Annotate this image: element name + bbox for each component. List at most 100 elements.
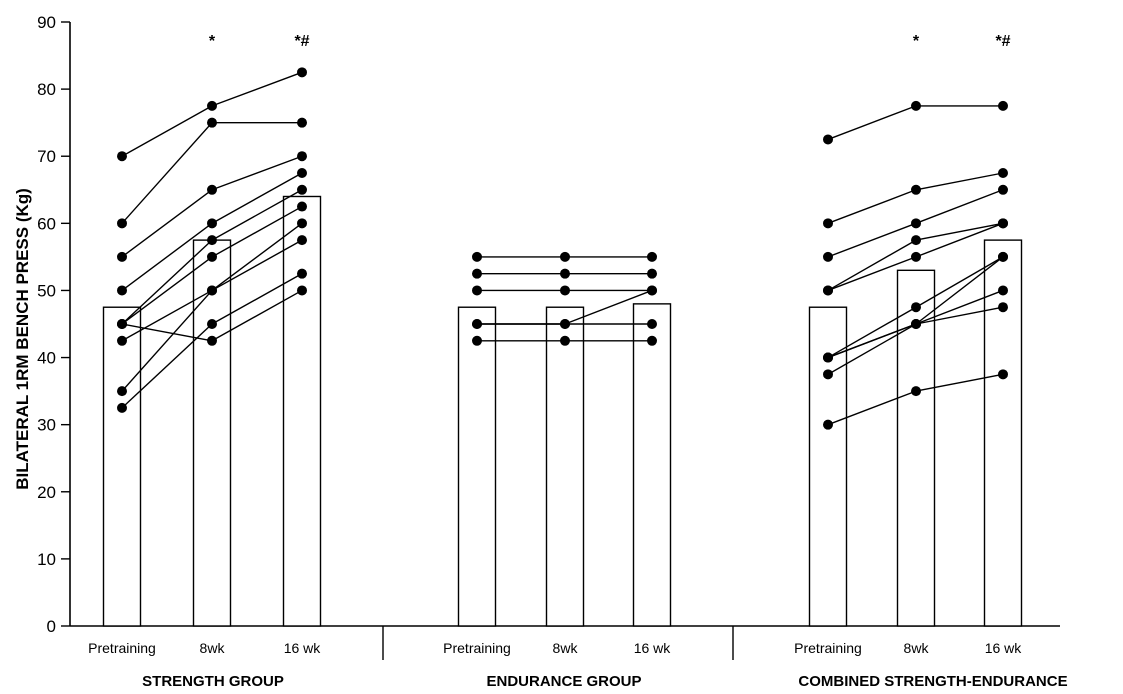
subject-point — [207, 235, 217, 246]
subject-point — [823, 369, 833, 380]
subject-line — [915, 373, 1004, 392]
subject-point — [472, 251, 482, 262]
significance-marker: * — [913, 33, 920, 50]
subject-point — [117, 402, 127, 413]
subject-point — [560, 319, 570, 329]
significance-marker: *# — [294, 33, 309, 50]
timepoint-label: 16 wk — [634, 640, 672, 656]
subject-line — [121, 289, 213, 392]
subject-line — [827, 239, 917, 292]
subject-line — [827, 306, 917, 359]
subject-point — [998, 251, 1008, 262]
subject-point — [998, 184, 1008, 195]
subject-line — [827, 323, 917, 359]
timepoint-label: 8wk — [904, 640, 930, 656]
subject-point — [647, 251, 657, 262]
timepoint-label: Pretraining — [443, 640, 511, 656]
subject-point — [297, 151, 307, 162]
group-label: STRENGTH GROUP — [142, 673, 284, 690]
subject-point — [117, 218, 127, 229]
subject-point — [911, 251, 921, 262]
subject-point — [207, 218, 217, 229]
subject-point — [911, 302, 921, 313]
subject-point — [472, 319, 482, 329]
subject-point — [823, 218, 833, 229]
subject-point — [998, 369, 1008, 380]
subject-line — [211, 239, 303, 292]
subject-point — [911, 235, 921, 246]
subject-points — [117, 67, 1008, 430]
subject-point — [823, 251, 833, 262]
timepoint-label: 8wk — [200, 640, 226, 656]
subject-point — [297, 201, 307, 212]
subject-line — [564, 289, 653, 325]
subject-point — [117, 251, 127, 262]
timepoint-label: 8wk — [553, 640, 579, 656]
subject-line — [915, 222, 1004, 241]
timepoint-label: Pretraining — [794, 640, 862, 656]
subject-point — [911, 184, 921, 195]
subject-point — [207, 285, 217, 296]
group-label: ENDURANCE GROUP — [486, 673, 641, 690]
subject-point — [911, 218, 921, 229]
subject-point — [117, 285, 127, 296]
mean-bar — [632, 303, 672, 627]
subject-line — [121, 289, 213, 342]
subject-line — [211, 205, 303, 258]
subject-point — [207, 117, 217, 128]
subject-line — [915, 222, 1004, 258]
mean-bar — [282, 195, 322, 627]
subject-line — [211, 289, 303, 342]
subject-line — [915, 289, 1004, 325]
y-tick-label: 40 — [37, 349, 56, 368]
subject-point — [560, 285, 570, 296]
subject-line — [915, 256, 1004, 325]
subject-line — [915, 172, 1004, 191]
subject-point — [823, 352, 833, 363]
subject-line — [121, 323, 213, 342]
subject-line — [915, 189, 1004, 224]
timepoint-label: 16 wk — [985, 640, 1023, 656]
subject-line — [827, 256, 917, 292]
subject-point — [117, 335, 127, 346]
y-tick-label: 30 — [37, 416, 56, 435]
subject-point — [207, 319, 217, 329]
mean-bar — [102, 306, 142, 627]
subject-point — [998, 168, 1008, 178]
subject-point — [911, 386, 921, 397]
subject-line — [827, 390, 917, 426]
subject-line — [121, 222, 213, 292]
subject-line — [827, 105, 917, 141]
subject-point — [207, 184, 217, 195]
axes: 0 10 20 30 40 50 60 70 80 90 — [37, 13, 1060, 660]
subject-point — [823, 134, 833, 145]
mean-bar — [896, 269, 936, 627]
subject-point — [472, 285, 482, 296]
subject-point — [297, 168, 307, 178]
y-axis-label: BILATERAL 1RM BENCH PRESS (Kg) — [13, 188, 32, 490]
subject-point — [647, 319, 657, 329]
subject-point — [297, 218, 307, 229]
subject-point — [297, 184, 307, 195]
subject-point — [207, 100, 217, 111]
subject-line — [915, 306, 1004, 325]
timepoint-label: 16 wk — [284, 640, 322, 656]
subject-line — [827, 189, 917, 224]
y-tick-label: 10 — [37, 550, 56, 569]
y-tick-label: 0 — [47, 617, 56, 636]
significance-marker: *# — [995, 33, 1010, 50]
subject-point — [647, 268, 657, 279]
subject-point — [297, 285, 307, 296]
subject-line — [211, 71, 303, 107]
subject-line — [211, 222, 303, 292]
subject-point — [998, 218, 1008, 229]
subject-point — [117, 151, 127, 162]
subject-lines — [121, 71, 1004, 426]
subject-point — [207, 335, 217, 346]
subject-point — [823, 419, 833, 430]
subject-point — [297, 268, 307, 279]
significance-marker: * — [209, 33, 216, 50]
timepoint-label: Pretraining — [88, 640, 156, 656]
subject-point — [998, 285, 1008, 296]
